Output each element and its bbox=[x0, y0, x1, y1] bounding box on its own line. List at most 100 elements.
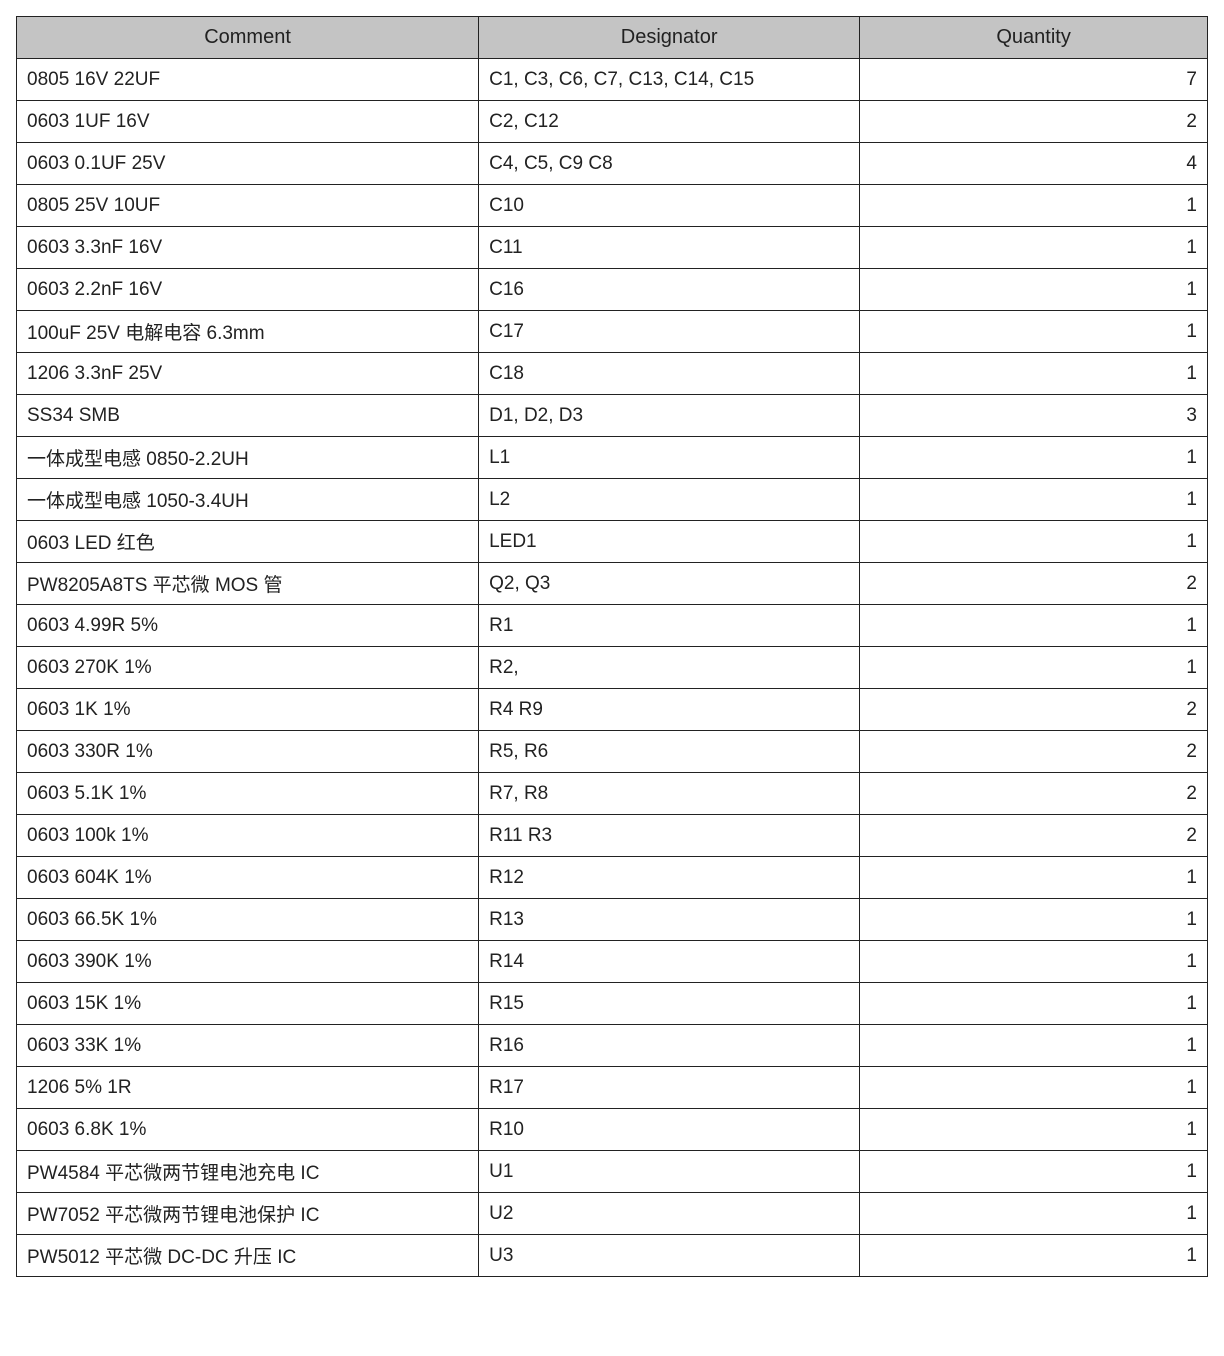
cell-quantity: 1 bbox=[860, 605, 1208, 647]
table-row: 0603 66.5K 1%R131 bbox=[17, 899, 1208, 941]
cell-comment: 一体成型电感 0850-2.2UH bbox=[17, 437, 479, 479]
col-header-designator: Designator bbox=[479, 17, 860, 59]
cell-designator: R2, bbox=[479, 647, 860, 689]
cell-designator: C2, C12 bbox=[479, 101, 860, 143]
cell-designator: U3 bbox=[479, 1235, 860, 1277]
cell-comment: 一体成型电感 1050-3.4UH bbox=[17, 479, 479, 521]
table-row: 0603 0.1UF 25VC4, C5, C9 C84 bbox=[17, 143, 1208, 185]
cell-quantity: 1 bbox=[860, 479, 1208, 521]
cell-quantity: 3 bbox=[860, 395, 1208, 437]
cell-quantity: 2 bbox=[860, 731, 1208, 773]
table-row: 100uF 25V 电解电容 6.3mmC171 bbox=[17, 311, 1208, 353]
cell-comment: 0603 100k 1% bbox=[17, 815, 479, 857]
cell-quantity: 1 bbox=[860, 353, 1208, 395]
cell-designator: R7, R8 bbox=[479, 773, 860, 815]
cell-quantity: 1 bbox=[860, 899, 1208, 941]
table-row: 0603 6.8K 1%R101 bbox=[17, 1109, 1208, 1151]
cell-designator: R4 R9 bbox=[479, 689, 860, 731]
table-row: 0603 5.1K 1%R7, R82 bbox=[17, 773, 1208, 815]
col-header-comment: Comment bbox=[17, 17, 479, 59]
table-row: 0603 15K 1%R151 bbox=[17, 983, 1208, 1025]
cell-quantity: 2 bbox=[860, 563, 1208, 605]
cell-quantity: 1 bbox=[860, 1193, 1208, 1235]
cell-quantity: 2 bbox=[860, 689, 1208, 731]
cell-comment: 0603 66.5K 1% bbox=[17, 899, 479, 941]
cell-designator: R5, R6 bbox=[479, 731, 860, 773]
cell-comment: 0603 6.8K 1% bbox=[17, 1109, 479, 1151]
table-row: 1206 3.3nF 25VC181 bbox=[17, 353, 1208, 395]
table-row: PW5012 平芯微 DC-DC 升压 ICU31 bbox=[17, 1235, 1208, 1277]
cell-quantity: 1 bbox=[860, 311, 1208, 353]
cell-quantity: 1 bbox=[860, 185, 1208, 227]
table-row: 0603 100k 1%R11 R32 bbox=[17, 815, 1208, 857]
cell-comment: PW7052 平芯微两节锂电池保护 IC bbox=[17, 1193, 479, 1235]
cell-quantity: 1 bbox=[860, 1235, 1208, 1277]
table-row: 0603 270K 1%R2,1 bbox=[17, 647, 1208, 689]
cell-comment: 0805 16V 22UF bbox=[17, 59, 479, 101]
table-row: 一体成型电感 1050-3.4UHL21 bbox=[17, 479, 1208, 521]
table-row: 0603 33K 1%R161 bbox=[17, 1025, 1208, 1067]
col-header-quantity: Quantity bbox=[860, 17, 1208, 59]
cell-designator: R15 bbox=[479, 983, 860, 1025]
cell-designator: U1 bbox=[479, 1151, 860, 1193]
table-header-row: Comment Designator Quantity bbox=[17, 17, 1208, 59]
cell-comment: PW4584 平芯微两节锂电池充电 IC bbox=[17, 1151, 479, 1193]
cell-designator: R14 bbox=[479, 941, 860, 983]
table-row: 0603 604K 1%R121 bbox=[17, 857, 1208, 899]
table-row: 0603 1UF 16VC2, C122 bbox=[17, 101, 1208, 143]
cell-designator: R12 bbox=[479, 857, 860, 899]
cell-comment: 0603 2.2nF 16V bbox=[17, 269, 479, 311]
cell-comment: 1206 3.3nF 25V bbox=[17, 353, 479, 395]
table-row: PW4584 平芯微两节锂电池充电 ICU11 bbox=[17, 1151, 1208, 1193]
cell-designator: R16 bbox=[479, 1025, 860, 1067]
table-row: 0603 330R 1%R5, R62 bbox=[17, 731, 1208, 773]
cell-quantity: 1 bbox=[860, 941, 1208, 983]
cell-quantity: 1 bbox=[860, 983, 1208, 1025]
cell-quantity: 1 bbox=[860, 857, 1208, 899]
cell-quantity: 1 bbox=[860, 227, 1208, 269]
cell-designator: C1, C3, C6, C7, C13, C14, C15 bbox=[479, 59, 860, 101]
cell-designator: C16 bbox=[479, 269, 860, 311]
cell-quantity: 1 bbox=[860, 1151, 1208, 1193]
cell-quantity: 1 bbox=[860, 1109, 1208, 1151]
cell-comment: 0603 0.1UF 25V bbox=[17, 143, 479, 185]
table-row: 0603 4.99R 5%R11 bbox=[17, 605, 1208, 647]
cell-designator: LED1 bbox=[479, 521, 860, 563]
cell-comment: 0603 33K 1% bbox=[17, 1025, 479, 1067]
cell-comment: SS34 SMB bbox=[17, 395, 479, 437]
table-row: 0805 25V 10UFC101 bbox=[17, 185, 1208, 227]
cell-designator: C10 bbox=[479, 185, 860, 227]
cell-comment: 1206 5% 1R bbox=[17, 1067, 479, 1109]
table-row: 0603 390K 1%R141 bbox=[17, 941, 1208, 983]
table-row: 0603 2.2nF 16VC161 bbox=[17, 269, 1208, 311]
cell-designator: C17 bbox=[479, 311, 860, 353]
cell-designator: L2 bbox=[479, 479, 860, 521]
cell-designator: C11 bbox=[479, 227, 860, 269]
cell-designator: D1, D2, D3 bbox=[479, 395, 860, 437]
table-row: 0805 16V 22UFC1, C3, C6, C7, C13, C14, C… bbox=[17, 59, 1208, 101]
cell-quantity: 2 bbox=[860, 815, 1208, 857]
cell-comment: 0603 3.3nF 16V bbox=[17, 227, 479, 269]
cell-quantity: 2 bbox=[860, 773, 1208, 815]
cell-quantity: 1 bbox=[860, 1025, 1208, 1067]
cell-quantity: 1 bbox=[860, 521, 1208, 563]
cell-designator: C18 bbox=[479, 353, 860, 395]
cell-comment: 0603 270K 1% bbox=[17, 647, 479, 689]
table-row: 0603 LED 红色LED11 bbox=[17, 521, 1208, 563]
cell-quantity: 1 bbox=[860, 269, 1208, 311]
cell-designator: R13 bbox=[479, 899, 860, 941]
cell-comment: 100uF 25V 电解电容 6.3mm bbox=[17, 311, 479, 353]
cell-designator: R11 R3 bbox=[479, 815, 860, 857]
cell-designator: R17 bbox=[479, 1067, 860, 1109]
cell-designator: R10 bbox=[479, 1109, 860, 1151]
cell-designator: C4, C5, C9 C8 bbox=[479, 143, 860, 185]
cell-comment: 0603 4.99R 5% bbox=[17, 605, 479, 647]
cell-comment: 0603 604K 1% bbox=[17, 857, 479, 899]
table-row: 一体成型电感 0850-2.2UHL11 bbox=[17, 437, 1208, 479]
table-row: 1206 5% 1RR171 bbox=[17, 1067, 1208, 1109]
cell-designator: L1 bbox=[479, 437, 860, 479]
bom-table: Comment Designator Quantity 0805 16V 22U… bbox=[16, 16, 1208, 1277]
cell-comment: 0603 1K 1% bbox=[17, 689, 479, 731]
table-row: PW7052 平芯微两节锂电池保护 ICU21 bbox=[17, 1193, 1208, 1235]
cell-comment: 0603 15K 1% bbox=[17, 983, 479, 1025]
